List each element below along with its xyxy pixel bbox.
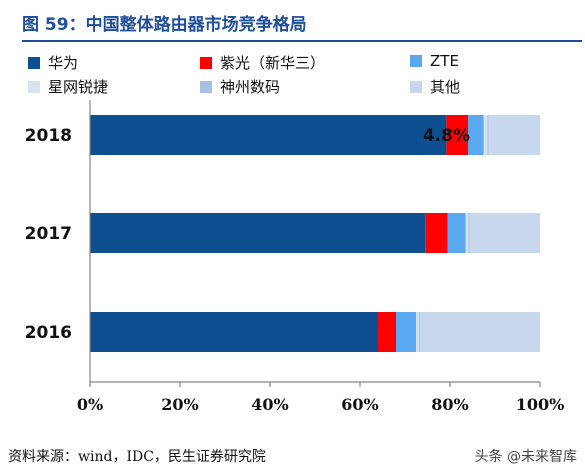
y-tick-label: 2018 [25, 126, 72, 146]
watermark-text: 头条 @未来智库 [474, 449, 577, 465]
bar-segment-2016-4 [418, 312, 421, 352]
bar-segment-2016-0 [90, 312, 378, 352]
bar-segment-2017-1 [425, 213, 448, 253]
data-label: 4.8% [423, 126, 470, 146]
bar-segment-2017-2 [447, 213, 466, 253]
x-tick-label: 20% [161, 395, 198, 414]
legend-item-unisplendour: 紫光（新华三） [200, 52, 325, 73]
legend-item-ruijie: 星网锐捷 [28, 76, 108, 97]
bar-segment-2018-2 [468, 115, 484, 155]
bar-segment-2017-3 [465, 213, 469, 253]
legend-label: 神州数码 [220, 78, 281, 96]
legend-label: ZTE [430, 52, 459, 70]
bar-segment-2018-3 [483, 115, 488, 155]
legend-label: 华为 [48, 54, 79, 72]
x-tick-label: 60% [341, 395, 378, 414]
bar-segment-2016-1 [378, 312, 396, 352]
bar-segment-2018-1 [446, 115, 468, 155]
legend-label: 星网锐捷 [48, 78, 109, 96]
legend-swatch [200, 56, 212, 69]
legend-swatch [28, 56, 40, 69]
legend-swatch [28, 80, 40, 93]
legend-item-digital-china: 神州数码 [200, 76, 280, 97]
x-tick-label: 100% [516, 395, 565, 414]
chart-title: 图 59：中国整体路由器市场竞争格局 [22, 15, 307, 35]
x-tick-label: 0% [77, 395, 103, 414]
bar-segment-2017-5 [469, 213, 540, 253]
source-note: 资料来源：wind，IDC，民生证券研究院 [8, 449, 266, 465]
y-tick-label: 2016 [25, 323, 72, 343]
bar-segment-2016-3 [416, 312, 419, 352]
legend-swatch [200, 80, 212, 93]
y-tick-label: 2017 [25, 224, 72, 244]
bar-segment-2017-4 [468, 213, 470, 253]
legend-item-zte: ZTE [410, 52, 459, 70]
title-divider [22, 40, 582, 42]
legend-label: 紫光（新华三） [220, 54, 326, 72]
x-tick-label: 40% [251, 395, 288, 414]
bar-segment-2017-0 [90, 213, 426, 253]
watermark: 头条 @未来智库 [475, 446, 577, 466]
bar-segment-2016-2 [396, 312, 417, 352]
bar-segment-2016-5 [420, 312, 540, 352]
legend-swatch [410, 55, 422, 67]
x-tick-label: 80% [431, 395, 468, 414]
legend-swatch [410, 80, 422, 93]
bar-segment-2018-0 [90, 115, 447, 155]
bar-segment-2018-4 [487, 115, 489, 155]
legend-label: 其他 [430, 78, 461, 96]
bar-segment-2018-5 [488, 115, 540, 155]
legend-item-huawei: 华为 [28, 52, 78, 73]
legend-item-others: 其他 [410, 76, 460, 97]
